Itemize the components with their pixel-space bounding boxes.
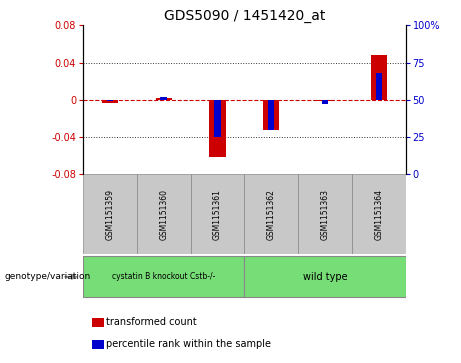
- Text: GSM1151360: GSM1151360: [159, 189, 168, 240]
- Title: GDS5090 / 1451420_at: GDS5090 / 1451420_at: [164, 9, 325, 23]
- Bar: [268, 100, 274, 130]
- Text: GSM1151363: GSM1151363: [320, 189, 330, 240]
- Bar: [83, 256, 244, 297]
- Text: genotype/variation: genotype/variation: [5, 272, 91, 281]
- Bar: [160, 97, 167, 100]
- Bar: [263, 100, 279, 130]
- Text: cystatin B knockout Cstb-/-: cystatin B knockout Cstb-/-: [112, 272, 215, 281]
- Bar: [298, 174, 352, 254]
- Bar: [137, 174, 190, 254]
- Text: transformed count: transformed count: [106, 317, 197, 327]
- Bar: [317, 100, 333, 101]
- Text: percentile rank within the sample: percentile rank within the sample: [106, 339, 271, 349]
- Bar: [155, 98, 171, 100]
- Text: GSM1151364: GSM1151364: [374, 189, 383, 240]
- Bar: [102, 100, 118, 103]
- Bar: [376, 73, 382, 100]
- Bar: [83, 174, 137, 254]
- Bar: [214, 100, 221, 137]
- Text: wild type: wild type: [303, 272, 347, 282]
- Bar: [209, 100, 225, 158]
- Bar: [190, 174, 244, 254]
- Bar: [352, 174, 406, 254]
- Bar: [244, 174, 298, 254]
- Text: GSM1151361: GSM1151361: [213, 189, 222, 240]
- Text: GSM1151359: GSM1151359: [106, 189, 114, 240]
- Bar: [244, 256, 406, 297]
- Text: GSM1151362: GSM1151362: [267, 189, 276, 240]
- Bar: [322, 100, 328, 104]
- Bar: [106, 100, 113, 101]
- Bar: [371, 55, 387, 100]
